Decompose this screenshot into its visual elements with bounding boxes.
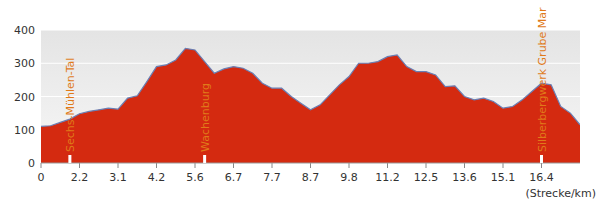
x-tick	[118, 163, 119, 168]
x-tick	[310, 163, 311, 168]
x-tick-label: 5.6	[186, 171, 204, 184]
annotation-marker	[540, 155, 543, 163]
x-tick	[156, 163, 157, 168]
x-axis-label: (Strecke/km)	[525, 187, 596, 200]
x-tick-label: 2.2	[71, 171, 89, 184]
plot-background	[41, 30, 580, 163]
y-tick-label: 0	[28, 157, 35, 170]
y-tick-label: 300	[14, 57, 35, 70]
x-tick-label: 6.7	[225, 171, 243, 184]
x-tick	[464, 163, 465, 168]
annotation-marker	[203, 155, 206, 163]
chart: 0 100 200 300 400 0 2.2 3.1 4.2 5.6 6.7 7.7 8.7 9.8 11…	[0, 0, 600, 200]
annotation-label: Wachenburg	[199, 83, 212, 152]
x-tick-label: 0	[38, 171, 45, 184]
grid-line	[41, 163, 580, 164]
x-tick-label: 3.1	[109, 171, 127, 184]
x-tick	[426, 163, 427, 168]
x-axis	[41, 163, 580, 164]
grid-line	[41, 63, 580, 64]
annotation-label: Silberbergwerk Grube Mar	[536, 7, 549, 152]
x-tick	[195, 163, 196, 168]
x-tick-label: 13.6	[452, 171, 477, 184]
x-tick-label: 16.4	[529, 171, 554, 184]
y-tick-label: 100	[14, 124, 35, 137]
x-tick-label: 15.1	[491, 171, 516, 184]
x-tick	[272, 163, 273, 168]
grid-line	[41, 30, 580, 31]
x-tick-label: 12.5	[414, 171, 439, 184]
x-tick	[503, 163, 504, 168]
x-tick-label: 9.8	[340, 171, 358, 184]
y-tick-label: 200	[14, 91, 35, 104]
elevation-line	[41, 48, 580, 126]
x-tick	[541, 163, 542, 168]
x-tick	[387, 163, 388, 168]
y-tick-label: 400	[14, 24, 35, 37]
x-tick-label: 7.7	[263, 171, 281, 184]
x-tick	[79, 163, 80, 168]
plot-area	[41, 48, 580, 163]
annotation-marker	[68, 155, 71, 163]
annotation-label: Sechs-Mühlen-Tal	[64, 58, 77, 152]
x-tick	[233, 163, 234, 168]
x-tick	[349, 163, 350, 168]
x-tick	[41, 163, 42, 168]
x-tick-label: 8.7	[302, 171, 320, 184]
elevation-area	[41, 48, 580, 163]
x-tick-label: 4.2	[148, 171, 166, 184]
x-tick-label: 11.2	[375, 171, 400, 184]
grid-line	[41, 96, 580, 97]
